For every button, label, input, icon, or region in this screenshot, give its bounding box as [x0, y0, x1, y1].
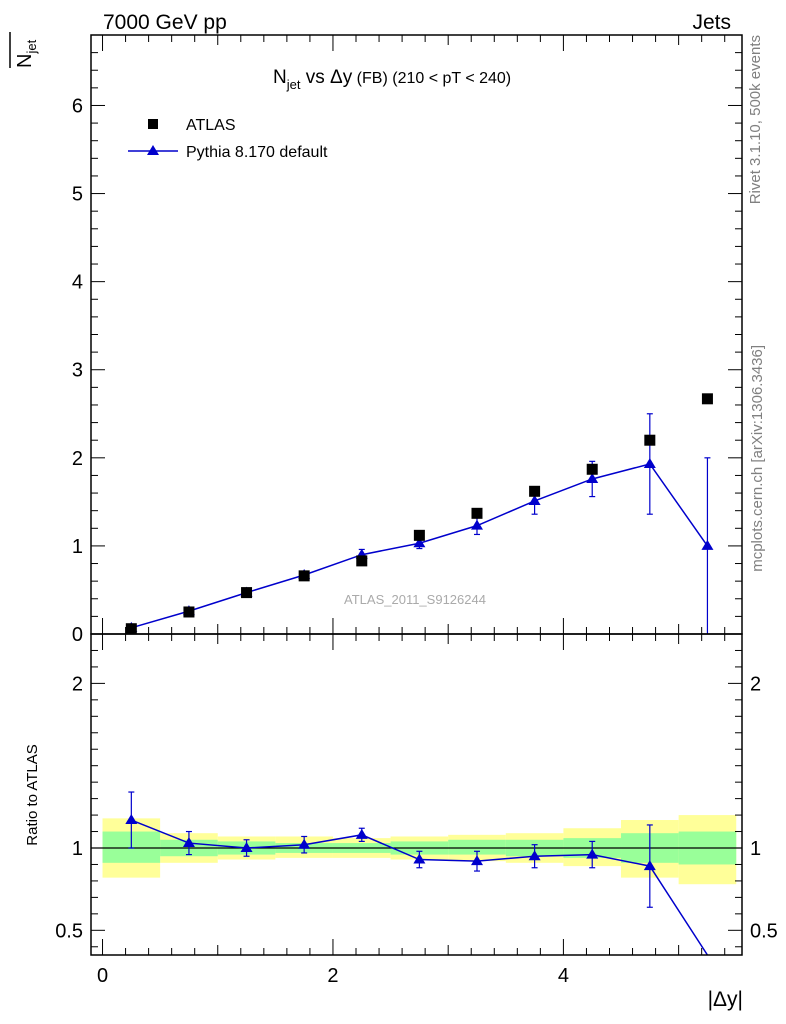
legend-atlas-label: ATLAS	[186, 117, 236, 134]
main-ytick-label: 0	[72, 624, 83, 646]
ratio-plot-frame	[90, 633, 743, 956]
ratio-point	[125, 814, 138, 825]
ratio-xtick-label: 4	[558, 965, 569, 987]
ratio-point	[586, 848, 599, 859]
ratio-ytick-label-right: 1	[750, 838, 761, 860]
atlas-point	[701, 393, 713, 405]
main-ytick-label: 6	[72, 95, 83, 117]
ratio-point	[470, 855, 483, 866]
title-N: N	[273, 67, 287, 88]
main-ytick-label: 4	[72, 272, 83, 294]
ratio-xtick-label: 2	[327, 965, 338, 987]
ratio-point	[240, 842, 253, 852]
ratio-point	[182, 837, 195, 848]
ratio-ytick-label-right: 0.5	[750, 920, 778, 942]
title-var: Δy	[330, 67, 353, 88]
header-left: 7000 GeV pp	[103, 11, 227, 34]
ylabel-N: N	[14, 54, 36, 68]
pythia-point	[528, 494, 541, 505]
atlas-point	[586, 463, 598, 475]
atlas-point	[413, 529, 425, 541]
ratio-ytick-label: 1	[72, 838, 83, 860]
atlas-point	[644, 434, 656, 446]
atlas-point	[298, 570, 310, 582]
ratio-point	[643, 860, 656, 871]
ratio-ytick-label-right: 2	[750, 673, 761, 695]
pythia-point	[701, 539, 714, 550]
atlas-point	[356, 555, 368, 567]
pythia-point	[413, 537, 426, 548]
atlas-point	[183, 606, 195, 618]
main-ytick-label: 3	[72, 360, 83, 382]
pythia-point	[586, 472, 599, 483]
ratio-point	[355, 828, 368, 839]
atlas-point	[241, 587, 253, 599]
ratio-xlabel: |Δy|	[708, 988, 743, 1011]
ratio-uncertainty-bands	[91, 815, 742, 885]
pythia-point	[643, 457, 656, 468]
side-label-mcplots: mcplots.cern.ch [arXiv:1306.3436]	[749, 345, 766, 572]
main-plot-data	[125, 393, 714, 635]
side-label-rivet: Rivet 3.1.10, 500k events	[747, 35, 764, 204]
main-ylabel: Njet	[9, 32, 39, 68]
main-plot-title: Njet vs Δy (FB) (210 < pT < 240)	[273, 67, 511, 92]
pythia-point	[470, 519, 483, 530]
ratio-point	[528, 850, 541, 861]
legend-pythia-label: Pythia 8.170 default	[186, 144, 328, 161]
legend: ATLAS Pythia 8.170 default	[128, 117, 328, 161]
main-ytick-label: 1	[72, 536, 83, 558]
ratio-ytick-label: 0.5	[55, 920, 83, 942]
axes: 0 1 2 3 4 5 6 0 2 4 0.5 0.5 1 1 2 2	[55, 34, 778, 987]
title-vs: vs	[300, 67, 330, 88]
main-ytick-label: 2	[72, 448, 83, 470]
analysis-watermark: ATLAS_2011_S9126244	[344, 592, 486, 607]
header-right: Jets	[692, 11, 731, 34]
title-range: (210 < pT < 240)	[392, 70, 511, 87]
title-sub: jet	[286, 77, 301, 92]
atlas-point	[125, 623, 137, 635]
legend-atlas-marker	[148, 119, 158, 129]
ratio-ytick-label: 2	[72, 673, 83, 695]
title-qualifier: (FB)	[352, 70, 392, 87]
ratio-inner-band	[448, 839, 506, 855]
legend-pythia-marker	[147, 145, 159, 155]
ratio-xtick-label: 0	[97, 965, 108, 987]
ratio-point	[413, 853, 426, 864]
ratio-plot-data	[125, 791, 709, 956]
ylabel-main: Njet	[14, 39, 39, 68]
atlas-point	[529, 485, 541, 497]
main-ytick-label: 5	[72, 184, 83, 206]
ylabel-sub: jet	[24, 39, 39, 54]
ratio-ylabel: Ratio to ATLAS	[24, 744, 41, 845]
atlas-point	[471, 507, 483, 519]
ratio-point	[298, 838, 311, 849]
